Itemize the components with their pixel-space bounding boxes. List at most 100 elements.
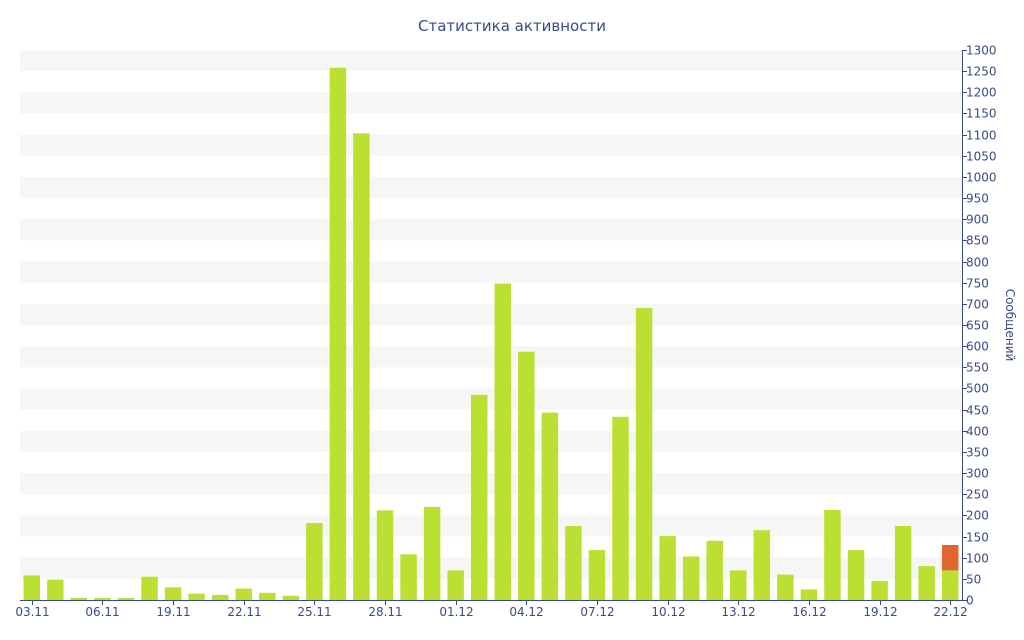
x-tick-label: 22.11 xyxy=(227,605,261,619)
y-tick-label: 300 xyxy=(966,467,989,481)
y-tick-label: 400 xyxy=(966,425,989,439)
bar xyxy=(753,530,771,600)
bar xyxy=(188,593,205,600)
y-tick-label: 1000 xyxy=(966,171,997,185)
y-tick-label: 800 xyxy=(966,256,989,270)
bar xyxy=(894,525,912,600)
bar xyxy=(918,566,935,600)
grid-band xyxy=(20,303,962,325)
bar xyxy=(141,576,158,600)
bar xyxy=(565,525,582,600)
bar xyxy=(376,510,394,600)
bar xyxy=(800,589,818,600)
bars xyxy=(23,67,959,601)
bar xyxy=(847,550,865,600)
y-tick-label: 550 xyxy=(966,361,989,375)
bar xyxy=(70,597,88,600)
x-tick-label: 25.11 xyxy=(297,605,331,619)
x-tick-label: 22.12 xyxy=(933,605,967,619)
bar xyxy=(282,595,300,600)
y-tick-label: 350 xyxy=(966,446,989,460)
y-tick-label: 1300 xyxy=(966,44,997,58)
x-tick-label: 07.12 xyxy=(580,605,614,619)
bar xyxy=(541,412,559,600)
x-tick-label: 10.12 xyxy=(651,605,685,619)
x-tick-label: 19.12 xyxy=(863,605,897,619)
bar xyxy=(47,579,64,600)
y-tick-label: 450 xyxy=(966,404,989,418)
x-axis-ticks: 03.11 06.11 19.11 22.11 25.11 28.11 01.12 04.12… xyxy=(15,600,968,619)
y-tick-label: 200 xyxy=(966,509,989,523)
x-tick-label: 03.11 xyxy=(15,605,49,619)
bar xyxy=(518,351,535,600)
bar xyxy=(824,509,841,600)
grid-bands xyxy=(20,50,962,579)
y-tick-label: 100 xyxy=(966,552,989,566)
grid-band xyxy=(20,50,962,72)
grid-band xyxy=(20,430,962,452)
y-tick-label: 1200 xyxy=(966,86,997,100)
y-tick-label: 250 xyxy=(966,488,989,502)
bar xyxy=(706,540,723,600)
bar xyxy=(23,575,41,600)
y-axis-ticks: 0 50 100 150 200 250 300 350 400 450 500 550 600 650 7… xyxy=(962,44,997,608)
chart-title: Статистика активности xyxy=(418,17,606,35)
y-tick-label: 500 xyxy=(966,382,989,396)
grid-band xyxy=(20,515,962,537)
bar xyxy=(447,570,464,600)
x-tick-label: 16.12 xyxy=(792,605,826,619)
y-tick-label: 850 xyxy=(966,234,989,248)
bar xyxy=(470,394,488,600)
x-tick-label: 19.11 xyxy=(156,605,190,619)
grid-band xyxy=(20,261,962,283)
x-tick-label: 28.11 xyxy=(368,605,402,619)
y-tick-label: 750 xyxy=(966,277,989,291)
grid-band xyxy=(20,92,962,114)
grid-band xyxy=(20,388,962,410)
x-tick-label: 04.12 xyxy=(509,605,543,619)
y-tick-label: 900 xyxy=(966,213,989,227)
bar xyxy=(423,506,441,600)
y-tick-label: 1250 xyxy=(966,65,997,79)
bar xyxy=(682,556,700,600)
bar xyxy=(635,308,653,600)
bar xyxy=(730,570,747,600)
bar xyxy=(94,597,111,600)
y-tick-label: 50 xyxy=(966,573,981,587)
bar xyxy=(871,580,888,600)
bar xyxy=(659,536,676,600)
grid-band xyxy=(20,176,962,199)
bar xyxy=(588,550,606,600)
grid-band xyxy=(20,134,962,156)
bar xyxy=(235,588,252,600)
bar xyxy=(211,594,229,600)
y-tick-label: 1150 xyxy=(966,107,997,121)
grid-band xyxy=(20,346,962,368)
y-tick-label: 650 xyxy=(966,319,989,333)
bar xyxy=(306,523,323,600)
grid-band xyxy=(20,473,962,495)
bar xyxy=(612,416,629,600)
bar xyxy=(941,545,959,571)
x-tick-label: 13.12 xyxy=(721,605,755,619)
y-tick-label: 600 xyxy=(966,340,989,354)
x-tick-label: 06.11 xyxy=(85,605,119,619)
bar xyxy=(353,133,370,600)
bar xyxy=(117,597,135,600)
y-tick-label: 0 xyxy=(966,594,974,608)
y-axis-label: Сообщений xyxy=(1003,289,1017,362)
bar xyxy=(400,554,417,600)
bar xyxy=(941,570,959,600)
y-tick-label: 1050 xyxy=(966,150,997,164)
y-tick-label: 150 xyxy=(966,531,989,545)
y-tick-label: 700 xyxy=(966,298,989,312)
bar xyxy=(259,592,276,600)
x-tick-label: 01.12 xyxy=(439,605,473,619)
bar xyxy=(329,67,347,601)
grid-band xyxy=(20,219,962,241)
grid-band xyxy=(20,557,962,579)
y-tick-label: 1100 xyxy=(966,129,997,143)
bar xyxy=(494,283,512,600)
y-tick-label: 950 xyxy=(966,192,989,206)
